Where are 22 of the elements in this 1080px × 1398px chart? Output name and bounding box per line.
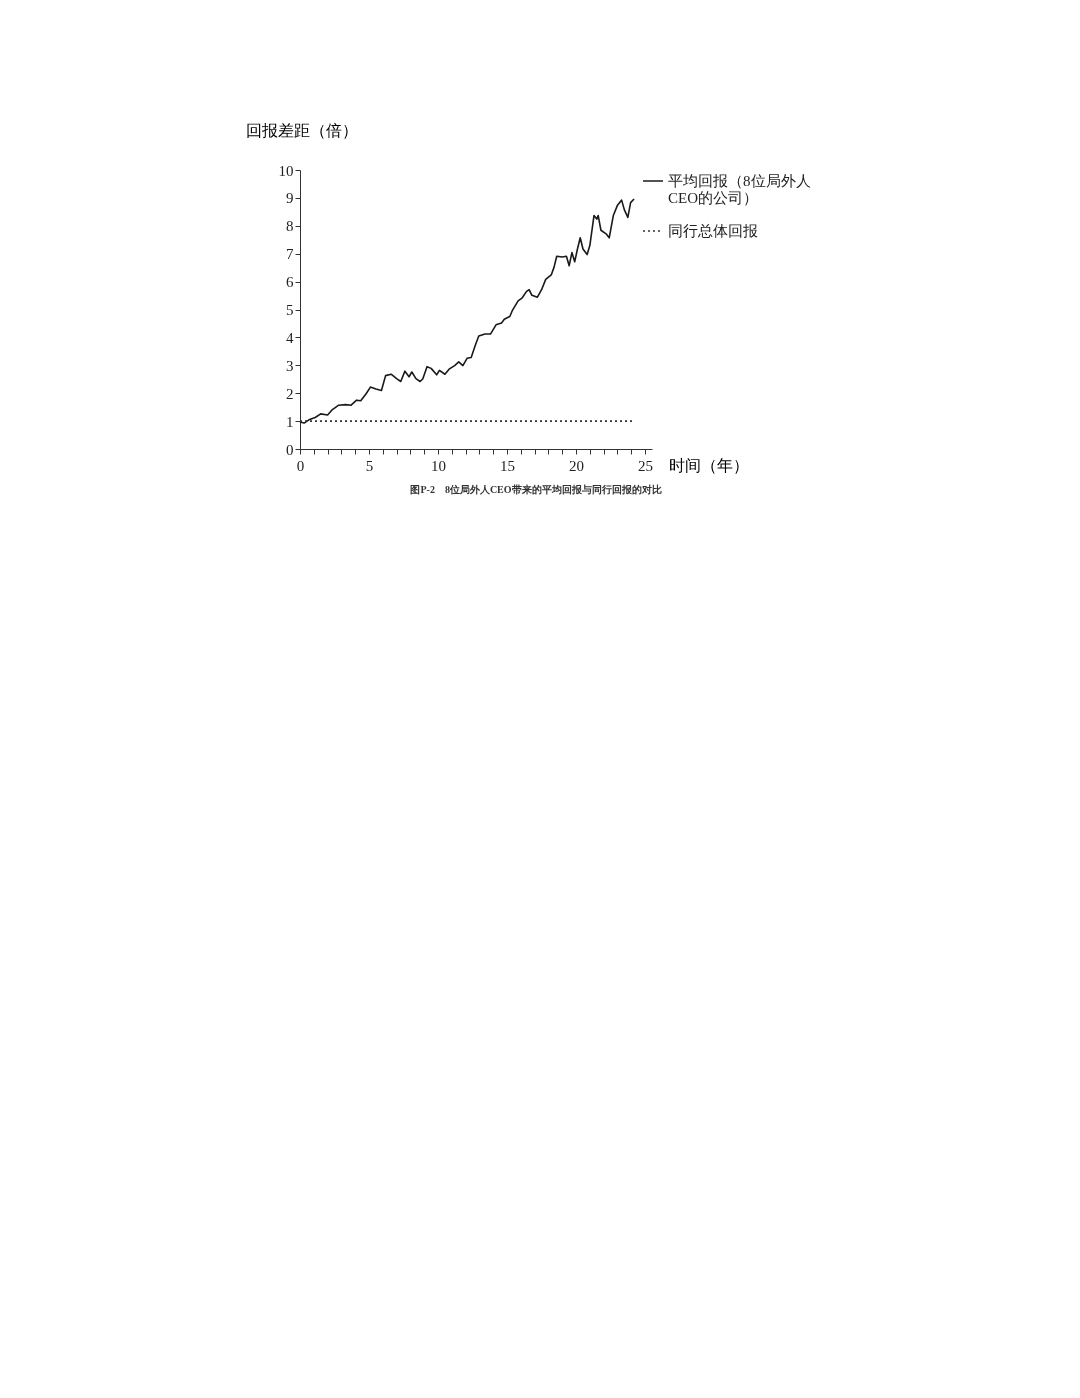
y-tick-label: 9: [286, 190, 294, 207]
legend-label: 平均回报（8位局外人CEO的公司）: [668, 173, 811, 206]
y-tick-label: 8: [286, 218, 294, 235]
line-series: [299, 198, 635, 424]
y-tick-label: 1: [286, 413, 294, 430]
y-tick-label: 0: [286, 441, 294, 458]
y-tick-label: 7: [286, 246, 294, 263]
y-tick-label: 5: [286, 302, 294, 318]
legend-label: 同行总体回报: [668, 223, 758, 239]
x-tick-label: 10: [431, 457, 447, 474]
text: 图P-2 8位局外人CEO带来的平均回报与同行回报的对比: [410, 484, 662, 495]
x-tick-label: 5: [365, 457, 374, 474]
y-axis-title: 回报差距（倍）: [245, 121, 358, 139]
x-tick-label: 20: [569, 457, 585, 474]
x-tick-label: 15: [500, 457, 516, 474]
y-tick-label: 2: [286, 385, 294, 402]
x-tick-label: 25: [638, 457, 654, 474]
y-tick-label: 10: [278, 162, 294, 179]
y-tick-label: 3: [286, 357, 294, 374]
y-tick-label: 4: [286, 329, 294, 346]
x-axis-title: 时间（年）: [668, 456, 749, 474]
y-tick-label: 6: [286, 274, 294, 291]
